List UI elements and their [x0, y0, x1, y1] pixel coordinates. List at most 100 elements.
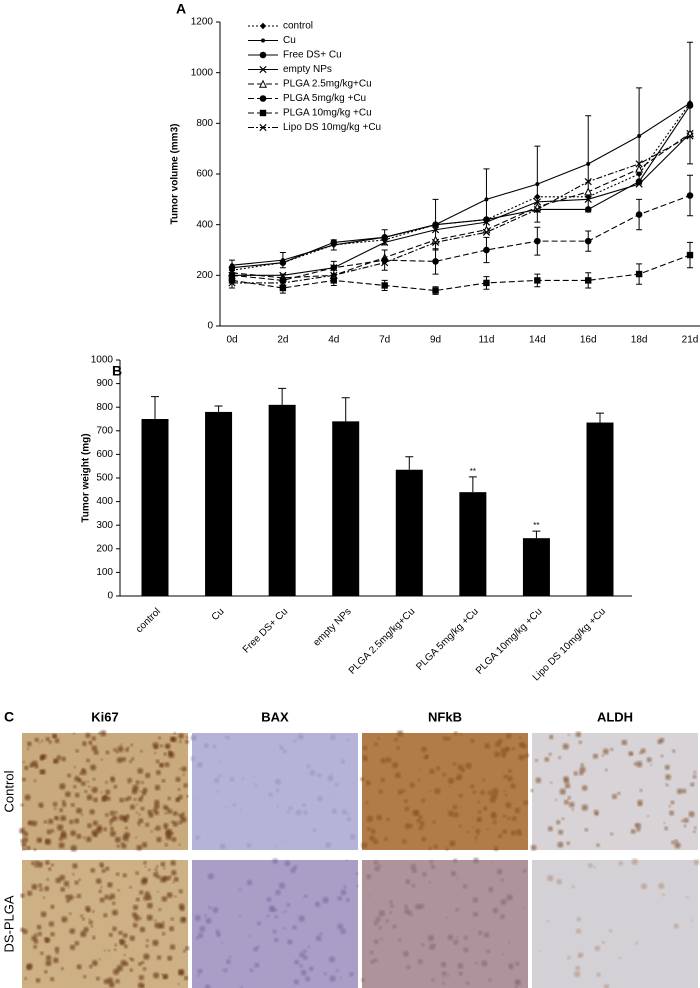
cell: [362, 755, 368, 760]
cell: [312, 828, 317, 833]
cell: [109, 818, 114, 824]
cell: [690, 782, 695, 787]
cell: [418, 825, 424, 831]
cell: [34, 860, 39, 865]
cell: [539, 949, 542, 953]
cell: [161, 778, 166, 783]
cell: [353, 755, 356, 758]
cell: [74, 896, 77, 899]
cell: [127, 777, 133, 783]
cell: [44, 886, 50, 892]
cell: [195, 936, 200, 940]
cell: [450, 870, 457, 877]
cell: [80, 914, 84, 918]
cell: [86, 758, 91, 763]
cell: [26, 963, 33, 970]
cell: [425, 754, 430, 758]
cell: [100, 865, 104, 868]
cell: [91, 910, 95, 913]
cell: [67, 894, 74, 901]
cell: [392, 762, 399, 769]
cell: [172, 821, 179, 827]
cell: [346, 812, 350, 816]
y-tick-label: 900: [96, 378, 113, 389]
cell: [505, 801, 512, 809]
cell: [40, 951, 44, 956]
cell: [60, 815, 67, 822]
cell: [489, 796, 496, 803]
x-tick-label: 4d: [328, 335, 339, 346]
cell: [163, 973, 169, 979]
cell: [130, 957, 135, 962]
cell: [65, 791, 71, 798]
cell: [411, 867, 418, 874]
cell: [100, 758, 103, 761]
cell: [601, 940, 605, 945]
cell: [604, 768, 608, 772]
cell: [567, 733, 570, 736]
cell: [159, 762, 165, 768]
cell: [343, 885, 347, 889]
cell: [442, 981, 445, 985]
cell: [22, 837, 28, 843]
cell: [73, 765, 76, 769]
cell: [141, 960, 145, 965]
cell: [504, 793, 508, 797]
cell: [164, 843, 168, 847]
cell: [147, 868, 151, 872]
cell: [629, 752, 634, 756]
cell: [95, 878, 102, 884]
column-header: BAX: [261, 709, 289, 724]
cell: [119, 797, 125, 803]
cell: [76, 807, 83, 814]
cell: [54, 946, 60, 952]
cell: [34, 764, 39, 769]
cell: [116, 844, 120, 848]
cell: [434, 788, 441, 795]
y-tick-label: 1200: [191, 17, 214, 28]
cell: [563, 799, 569, 805]
cell: [314, 901, 321, 907]
cell: [635, 941, 638, 945]
cell: [421, 836, 427, 842]
cell: [169, 926, 175, 932]
cell: [124, 826, 129, 830]
cell: [465, 762, 472, 769]
cell: [575, 731, 582, 738]
cell: [674, 842, 681, 849]
row-label: DS-PLGA: [1, 895, 16, 952]
cell: [578, 740, 582, 744]
cell: [40, 757, 44, 761]
cell: [50, 829, 55, 833]
marker: [228, 279, 236, 287]
cell: [397, 938, 402, 942]
cell: [669, 810, 675, 816]
cell: [518, 736, 522, 739]
cell: [155, 759, 160, 764]
cell: [41, 739, 44, 742]
cell: [496, 869, 503, 875]
cell: [100, 730, 107, 737]
cell: [360, 777, 365, 782]
cell: [119, 939, 124, 944]
cell: [31, 820, 38, 827]
cell: [185, 946, 190, 951]
cell: [486, 949, 491, 954]
cell: [472, 826, 475, 829]
cell: [69, 819, 74, 825]
cell: [127, 746, 130, 749]
cell: [141, 842, 148, 848]
marker: [261, 38, 265, 43]
cell: [212, 907, 219, 914]
cell: [490, 812, 497, 819]
cell: [507, 769, 512, 773]
cell: [81, 917, 85, 921]
cell: [33, 779, 37, 782]
cell: [692, 830, 696, 834]
marker: [279, 259, 287, 266]
cell: [178, 889, 183, 894]
cell: [367, 894, 370, 898]
series-line: [231, 105, 691, 269]
cell: [618, 956, 622, 960]
cell: [225, 806, 228, 809]
